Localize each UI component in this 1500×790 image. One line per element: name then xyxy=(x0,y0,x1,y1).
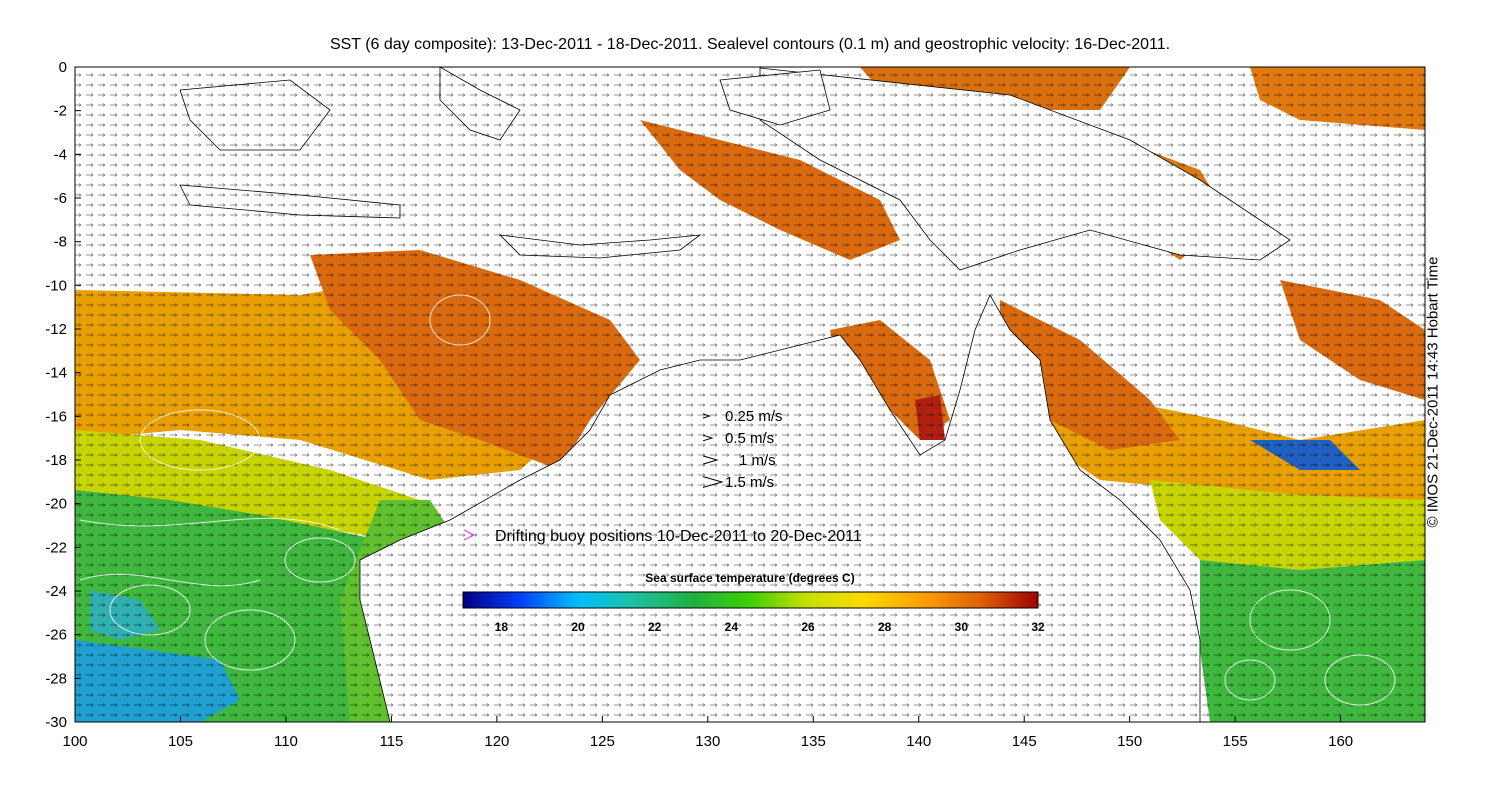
colorbar-title: Sea surface temperature (degrees C) xyxy=(645,571,854,585)
y-tick-label: -10 xyxy=(45,277,67,294)
x-tick-label: 155 xyxy=(1223,733,1248,750)
x-axis: 100 105 110 115 120 125 130 135 140 145 150 155 160 xyxy=(62,716,1353,750)
buoy-legend-label: Drifting buoy positions 10-Dec-2011 to 2… xyxy=(495,528,862,545)
velocity-legend-label: 1 m/s xyxy=(739,452,776,469)
velocity-arrow-icon xyxy=(702,434,714,442)
velocity-arrow-icon xyxy=(702,413,712,419)
colorbar-tick-label: 20 xyxy=(571,620,585,634)
velocity-legend: 0.25 m/s 0.5 m/s 1 m/s 1.5 m/s xyxy=(702,408,783,491)
y-tick-label: -14 xyxy=(45,365,67,382)
x-tick-label: 100 xyxy=(62,733,87,750)
chart-title: SST (6 day composite): 13-Dec-2011 - 18-… xyxy=(329,36,1171,53)
velocity-legend-label: 0.25 m/s xyxy=(725,408,783,425)
y-tick-label: -24 xyxy=(45,583,67,600)
y-tick-label: -12 xyxy=(45,321,67,338)
x-tick-label: 120 xyxy=(484,733,509,750)
x-tick-label: 140 xyxy=(906,733,931,750)
colorbar: Sea surface temperature (degrees C) 18 20… xyxy=(462,571,1045,634)
map-frame xyxy=(74,66,1426,723)
velocity-legend-label: 0.5 m/s xyxy=(725,430,774,447)
y-axis: 0 -2 -4 -6 -8 -10 -12 -14 -16 -18 -20 -22 -24 -26 -28 -… xyxy=(45,59,81,731)
x-tick-label: 150 xyxy=(1117,733,1142,750)
colorbar-tick-label: 32 xyxy=(1031,620,1045,634)
x-tick-label: 115 xyxy=(379,733,403,750)
x-tick-label: 130 xyxy=(695,733,720,750)
buoy-legend: Drifting buoy positions 10-Dec-2011 to 2… xyxy=(463,528,862,545)
y-tick-label: -4 xyxy=(54,146,67,163)
velocity-arrow-icon xyxy=(702,455,719,465)
buoy-marker-icon xyxy=(463,529,476,541)
x-tick-label: 125 xyxy=(590,733,615,750)
y-tick-label: 0 xyxy=(59,59,67,76)
velocity-arrow-icon xyxy=(702,476,724,488)
colorbar-tick-label: 30 xyxy=(955,620,969,634)
x-tick-label: 105 xyxy=(168,733,193,750)
y-tick-label: -18 xyxy=(45,452,67,469)
y-tick-label: -16 xyxy=(45,408,67,425)
colorbar-tick-label: 22 xyxy=(648,620,662,634)
y-tick-label: -20 xyxy=(45,496,67,513)
colorbar-ticks: 18 20 22 24 26 28 30 32 xyxy=(495,620,1045,634)
credit-text: © IMOS 21-Dec-2011 14:43 Hobart Time xyxy=(1424,256,1442,528)
x-tick-label: 135 xyxy=(801,733,826,750)
colorbar-tick-label: 18 xyxy=(495,620,509,634)
y-tick-label: -26 xyxy=(45,627,67,644)
sealevel-contours xyxy=(79,294,1396,706)
y-tick-label: -8 xyxy=(54,234,67,251)
x-tick-label: 110 xyxy=(274,733,298,750)
velocity-field xyxy=(75,67,1425,722)
y-tick-label: -6 xyxy=(54,190,67,207)
colorbar-bar xyxy=(462,591,1039,609)
velocity-legend-label: 1.5 m/s xyxy=(725,474,774,491)
colorbar-tick-label: 26 xyxy=(801,620,815,634)
colorbar-tick-label: 24 xyxy=(725,620,739,634)
x-tick-label: 160 xyxy=(1328,733,1353,750)
y-tick-label: -30 xyxy=(45,714,67,731)
y-tick-label: -28 xyxy=(45,670,67,687)
colorbar-tick-label: 28 xyxy=(878,620,892,634)
y-tick-label: -22 xyxy=(45,539,67,556)
map-area xyxy=(75,67,1425,722)
x-tick-label: 145 xyxy=(1012,733,1037,750)
y-tick-label: -2 xyxy=(54,103,67,120)
